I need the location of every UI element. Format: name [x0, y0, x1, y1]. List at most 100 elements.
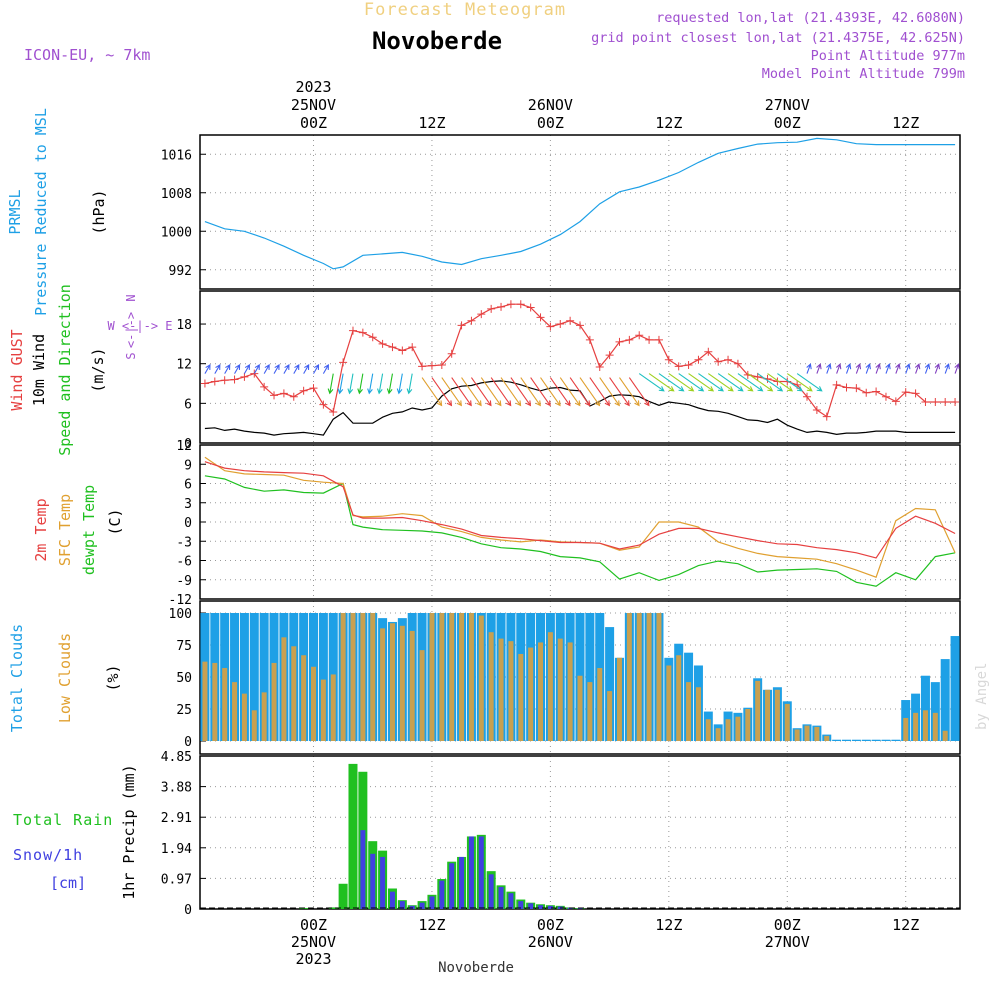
wind-direction-arrow — [253, 363, 260, 374]
temp-unit-label: (C) — [106, 508, 124, 535]
pressure-line — [204, 137, 956, 270]
low-cloud-bar — [656, 613, 662, 741]
gust-marker — [260, 382, 269, 391]
wind-direction-arrow — [396, 373, 403, 395]
gust-marker — [635, 331, 644, 340]
top-axis-tick-label: 00Z — [774, 114, 801, 132]
total-cloud-bar — [239, 613, 249, 741]
rain-bar — [348, 763, 358, 909]
low-cloud-bar — [320, 679, 326, 741]
total-cloud-bar — [871, 739, 881, 741]
wind-direction-arrow — [303, 363, 310, 374]
top-axis-tick-label: 12Z — [655, 114, 682, 132]
y-tick-label: 1.94 — [161, 842, 192, 857]
low-cloud-bar — [222, 668, 228, 741]
chart-title: Novoberde — [372, 27, 502, 55]
low-cloud-bar — [360, 613, 366, 741]
y-tick-label: -3 — [176, 535, 192, 550]
low-cloud-bar — [942, 730, 948, 741]
y-tick-label: -12 — [169, 593, 192, 608]
wind-direction-arrow — [559, 377, 581, 407]
low-cloud-bar — [350, 613, 356, 741]
rain-bar — [328, 907, 338, 909]
snow-bar — [547, 905, 553, 909]
low-cloud-bar — [686, 682, 692, 741]
low-cloud-bar — [459, 613, 465, 741]
grid-point-info: Point Altitude 977m — [811, 48, 965, 64]
y-tick-label: 2.91 — [161, 811, 192, 826]
wind-direction-arrow — [845, 363, 852, 374]
low-cloud-bar — [616, 657, 622, 741]
low-cloud-bar — [932, 712, 938, 741]
wind-direction-arrow — [905, 363, 911, 374]
snow-bar — [380, 856, 386, 909]
low-cloud-bar — [291, 646, 297, 741]
top-axis-tick-label: 12Z — [892, 114, 919, 132]
gust-marker — [605, 351, 614, 360]
gust-marker — [862, 388, 871, 397]
gust-marker — [664, 355, 673, 364]
y-tick-label: 18 — [176, 318, 192, 333]
total-cloud-bar — [881, 739, 891, 741]
wind-direction-arrow — [806, 363, 812, 374]
gust-marker — [576, 321, 584, 330]
wind-direction-arrow — [944, 363, 950, 374]
y-tick-label: 50 — [176, 671, 192, 686]
wind-direction-arrow — [540, 377, 561, 407]
low-cloud-bar — [429, 613, 435, 741]
wind-direction-arrow — [777, 373, 803, 392]
low-cloud-bar — [271, 662, 277, 741]
top-axis-tick-label: 27NOV — [765, 96, 810, 114]
gust-marker — [714, 357, 723, 366]
low-cloud-bar — [538, 642, 544, 741]
wind-direction-arrow — [337, 373, 344, 395]
low-cloud-bar — [814, 726, 820, 741]
gust-marker — [872, 387, 881, 396]
gust-marker — [289, 392, 298, 401]
wind-direction-arrow — [717, 373, 744, 392]
gust-line — [204, 303, 956, 418]
gust-marker — [822, 412, 831, 421]
gust-marker — [467, 316, 476, 325]
y-tick-label: 100 — [169, 607, 192, 622]
wind-direction-arrow — [322, 363, 329, 374]
low-cloud-bar — [607, 691, 613, 741]
y-tick-label: -6 — [176, 555, 192, 570]
wind-direction-arrow — [470, 377, 492, 407]
wind-direction-arrow — [589, 377, 611, 407]
total-cloud-bar — [832, 739, 842, 741]
wind-direction-arrow — [934, 363, 941, 374]
total-cloud-bar — [259, 613, 269, 741]
chart-subtitle: Forecast Meteogram — [364, 0, 566, 20]
top-axis-tick-label: 2023 — [295, 78, 331, 96]
gust-marker — [240, 372, 249, 381]
wind-direction-arrow — [283, 363, 290, 374]
gust-marker — [684, 361, 693, 370]
low-cloud-bar — [311, 666, 317, 741]
low-cloud-bar — [399, 625, 405, 741]
bottom-axis-tick-label: 26NOV — [528, 933, 573, 951]
pressure-axis-label: PRMSL — [6, 189, 24, 234]
wind-direction-arrow — [327, 373, 334, 395]
total-cloud-bar — [605, 627, 615, 741]
gust-marker — [803, 392, 812, 401]
low-cloud-bar — [330, 674, 336, 741]
low-cloud-bar — [518, 653, 524, 741]
y-tick-label: 12 — [176, 439, 192, 454]
wind-direction-arrow — [234, 363, 241, 374]
wind-direction-arrow — [767, 373, 794, 392]
total-cloud-bar — [585, 613, 595, 741]
total-cloud-bar — [249, 613, 259, 741]
bottom-axis-tick-label: 27NOV — [765, 933, 810, 951]
wind-direction-arrow — [737, 373, 764, 392]
y-tick-label: 3.88 — [161, 781, 192, 796]
gust-marker — [566, 316, 575, 325]
gust-marker — [506, 300, 515, 309]
low-cloud-bar — [903, 717, 909, 741]
gust-marker — [901, 388, 910, 397]
snow-bar — [468, 836, 474, 909]
wind-direction-arrow — [619, 377, 640, 407]
gust-marker — [921, 398, 930, 407]
low-cloud-bar — [666, 665, 672, 741]
gust-marker — [516, 300, 525, 309]
